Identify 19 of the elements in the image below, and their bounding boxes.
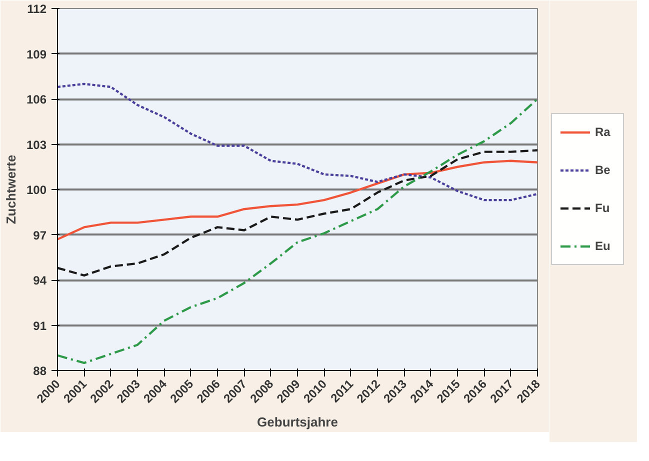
- line-series: [58, 160, 538, 240]
- y-tick-label: 88: [33, 364, 47, 378]
- y-tick-label: 100: [26, 183, 47, 197]
- y-tick-label: 97: [33, 228, 47, 242]
- legend-label: Ra: [595, 125, 612, 139]
- legend-label: Be: [595, 163, 612, 177]
- x-axis-title: Geburtsjahre: [257, 414, 338, 430]
- line-series: [58, 149, 538, 277]
- y-tick-label: 91: [33, 318, 47, 333]
- legend-label: Fu: [595, 201, 611, 215]
- y-tick-label: 109: [26, 47, 47, 62]
- y-tick-label: 112: [27, 2, 47, 16]
- y-tick-label: 94: [33, 274, 47, 288]
- y-axis-title: Zuchtwerte: [3, 154, 18, 224]
- y-tick-label: 103: [26, 138, 47, 152]
- legend-label: Eu: [595, 239, 612, 253]
- line-series: [58, 98, 538, 364]
- y-tick-label: 106: [26, 92, 47, 106]
- line-series: [58, 82, 538, 202]
